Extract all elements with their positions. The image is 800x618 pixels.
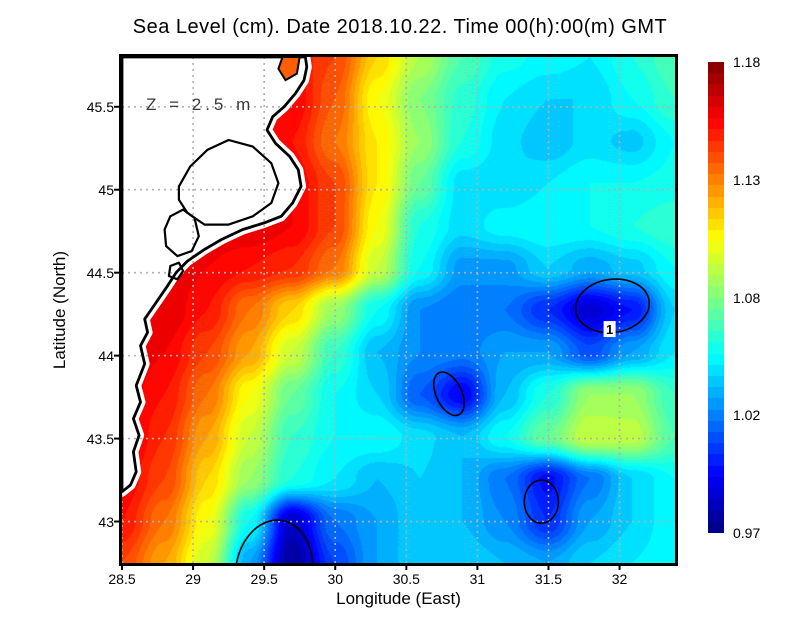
x-tick-label: 29.5: [250, 571, 278, 587]
lake-outline: [167, 261, 185, 281]
y-tick-label: 45.5: [86, 98, 114, 115]
x-tick-label: 30.5: [392, 571, 420, 587]
contour-label-box: [603, 321, 616, 338]
depth-annotation: Z = 2.5 m: [146, 95, 255, 114]
map-layer: 1: [122, 57, 675, 563]
contour-line-1: [234, 519, 314, 563]
colorbar-label: 0.97: [733, 525, 761, 541]
y-tick-label: 43: [98, 513, 114, 530]
colorbar: [708, 62, 724, 533]
x-tick-label: 28.5: [108, 571, 136, 587]
lake-fill: [164, 209, 199, 257]
x-tick-label: 31.5: [534, 571, 563, 587]
x-tick-label: 32: [611, 571, 628, 587]
y-tick-label: 44: [98, 347, 114, 364]
estuary-notch: [277, 57, 301, 82]
colorbar-label: 1.02: [733, 407, 761, 424]
colorbar-label: 1.13: [733, 171, 761, 188]
x-tick-label: 29: [185, 571, 201, 587]
plot-border: [119, 54, 678, 566]
y-axis-label: Latitude (North): [50, 250, 69, 370]
y-tick-label: 45: [98, 181, 114, 198]
x-tick-label: 31: [469, 571, 486, 587]
colorbar-label: 1.18: [733, 54, 761, 70]
lake-outline: [163, 208, 200, 258]
coastline-path: [122, 57, 309, 494]
colorbar-label: 1.08: [733, 289, 761, 306]
lake-fill: [178, 140, 279, 225]
x-tick-label: 30: [327, 571, 344, 587]
contour-line-1: [432, 371, 465, 417]
y-tick-label: 43.5: [86, 430, 114, 447]
x-axis-label: Longitude (East): [336, 589, 461, 608]
land-mask-band: [122, 57, 312, 497]
contour-label: 1: [606, 322, 613, 337]
y-tick-label: 44.5: [86, 264, 114, 281]
plot-title: Sea Level (cm). Date 2018.10.22. Time 00…: [132, 16, 668, 38]
contour-line-1: [523, 479, 560, 524]
contour-line-1: [574, 278, 651, 334]
